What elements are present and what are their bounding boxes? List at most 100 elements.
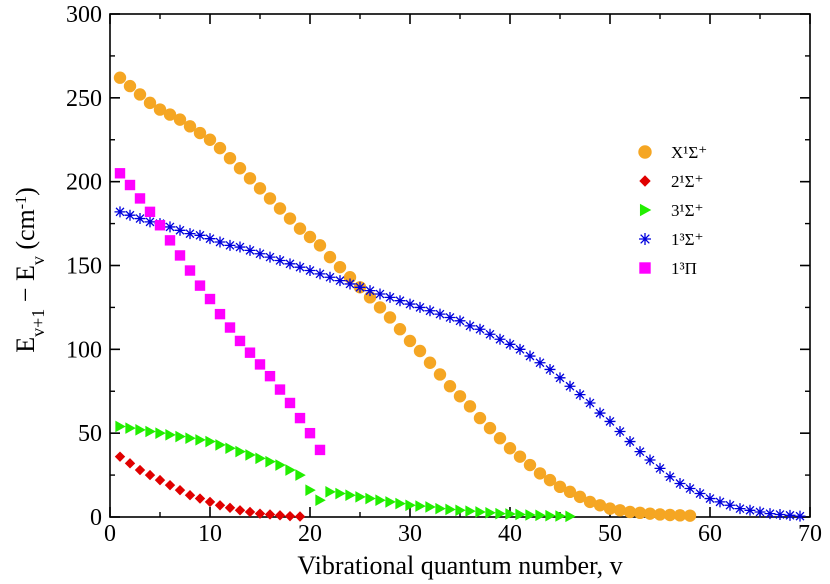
data-point xyxy=(223,151,237,165)
data-point xyxy=(413,344,427,358)
data-point xyxy=(523,458,537,472)
data-point xyxy=(553,480,567,494)
data-point xyxy=(734,503,746,515)
data-point xyxy=(283,212,297,225)
data-point xyxy=(444,311,456,323)
legend-label: 2¹Σ⁺ xyxy=(671,172,703,191)
data-point xyxy=(505,508,516,520)
data-point xyxy=(484,328,496,340)
data-point xyxy=(113,71,127,84)
data-point xyxy=(323,250,337,264)
x-tick-label: 50 xyxy=(598,521,622,547)
legend-label: 1³Σ⁺ xyxy=(671,230,703,249)
y-tick-label: 150 xyxy=(66,254,102,280)
data-point xyxy=(355,491,366,503)
data-point xyxy=(623,505,637,519)
data-point xyxy=(274,384,286,395)
data-point xyxy=(324,271,336,283)
data-point xyxy=(475,506,486,518)
data-point xyxy=(344,278,356,290)
data-point xyxy=(644,454,656,466)
data-point xyxy=(225,442,236,455)
data-point xyxy=(264,509,276,520)
data-point xyxy=(183,120,197,133)
data-point xyxy=(114,206,126,218)
data-point xyxy=(115,420,126,433)
data-point xyxy=(554,372,566,384)
data-point xyxy=(504,338,516,350)
data-point xyxy=(215,439,226,451)
data-point xyxy=(603,502,617,515)
data-point xyxy=(265,455,276,468)
data-point xyxy=(493,431,507,445)
data-point xyxy=(533,467,547,480)
data-point xyxy=(564,380,576,392)
axis-ticks: 0 10 20 30 40 50 60 70 0 50 100 150 200 250 300 xyxy=(66,2,822,547)
data-point xyxy=(694,488,706,500)
data-point xyxy=(303,230,317,244)
data-point xyxy=(624,436,636,448)
data-point xyxy=(164,479,176,491)
data-point xyxy=(515,508,526,521)
data-point xyxy=(114,168,126,179)
data-point xyxy=(565,510,576,523)
data-point xyxy=(525,509,536,521)
data-point xyxy=(433,368,447,381)
data-point xyxy=(154,474,166,486)
data-point xyxy=(774,508,786,520)
data-point xyxy=(143,96,157,110)
data-point xyxy=(184,228,196,240)
data-point xyxy=(254,359,266,370)
data-point xyxy=(483,421,497,435)
data-point xyxy=(295,469,306,481)
data-point xyxy=(293,222,307,235)
data-point xyxy=(185,432,196,444)
data-point xyxy=(274,510,286,521)
data-point xyxy=(384,291,396,303)
data-point xyxy=(263,192,277,205)
data-point xyxy=(164,221,176,233)
data-point xyxy=(204,496,216,508)
data-point xyxy=(233,162,247,175)
data-point xyxy=(304,265,316,277)
data-point xyxy=(273,202,287,215)
x-tick-label: 20 xyxy=(298,521,322,547)
data-point xyxy=(643,507,657,520)
data-point xyxy=(395,497,406,510)
data-point xyxy=(284,258,296,270)
data-point xyxy=(313,239,327,252)
data-point xyxy=(154,220,166,231)
data-point xyxy=(304,427,316,439)
data-point xyxy=(314,444,326,456)
data-point xyxy=(674,477,686,489)
plot-area xyxy=(109,13,811,518)
data-point xyxy=(404,298,416,310)
data-point xyxy=(683,509,697,522)
data-point xyxy=(194,493,206,504)
data-point xyxy=(634,446,646,458)
data-point xyxy=(184,490,196,501)
data-point xyxy=(134,193,146,204)
data-point xyxy=(275,459,286,471)
data-point xyxy=(374,288,386,300)
data-point xyxy=(245,449,256,461)
data-point xyxy=(513,450,527,463)
series-4 xyxy=(114,168,326,456)
data-point xyxy=(264,370,276,382)
data-point xyxy=(335,487,346,500)
data-point xyxy=(134,213,146,225)
y-tick-label: 300 xyxy=(66,2,102,28)
y-tick-label: 100 xyxy=(66,337,102,363)
data-point xyxy=(213,141,227,155)
legend-marker xyxy=(639,175,651,187)
data-point xyxy=(153,103,167,116)
data-point xyxy=(155,427,166,439)
data-point xyxy=(345,489,356,502)
data-point xyxy=(174,484,186,496)
legend-marker xyxy=(638,145,652,159)
data-point xyxy=(545,509,556,522)
data-point xyxy=(214,236,226,248)
data-point xyxy=(494,333,506,345)
data-point xyxy=(555,510,566,522)
data-point xyxy=(653,508,667,521)
